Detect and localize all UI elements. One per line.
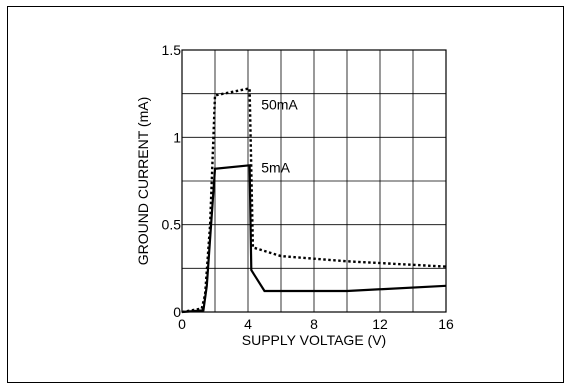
- chart-frame: 0 4 8 12 16 0 0.5 1 1.5 SUPPLY VOLTAGE (V) GROU…: [7, 6, 564, 383]
- x-axis: 0 4 8 12 16: [178, 316, 454, 332]
- x-tick-label: 4: [244, 316, 252, 332]
- y-axis: 0 0.5 1 1.5: [162, 42, 182, 320]
- x-axis-title: SUPPLY VOLTAGE (V): [242, 332, 386, 348]
- x-tick-label: 16: [438, 316, 454, 332]
- ground-current-chart: 0 4 8 12 16 0 0.5 1 1.5 SUPPLY VOLTAGE (V) GROU…: [135, 42, 454, 348]
- grid: [182, 50, 446, 312]
- y-axis-title: GROUND CURRENT (mA): [135, 97, 151, 266]
- series-label-5ma: 5mA: [261, 159, 290, 175]
- series-line-50ma: [181, 86, 447, 314]
- y-tick-label: 0.5: [162, 217, 182, 233]
- x-tick-label: 8: [310, 316, 318, 332]
- series-line-5ma: [181, 164, 447, 314]
- x-tick-label: 0: [178, 316, 186, 332]
- x-tick-label: 12: [372, 316, 388, 332]
- series-label-50ma: 50mA: [261, 96, 298, 112]
- y-tick-label: 0: [173, 304, 181, 320]
- series-layer: [181, 86, 447, 314]
- plot-area: [181, 49, 447, 313]
- y-tick-label: 1: [173, 129, 181, 145]
- y-tick-label: 1.5: [162, 42, 182, 58]
- plot-border: [181, 49, 447, 313]
